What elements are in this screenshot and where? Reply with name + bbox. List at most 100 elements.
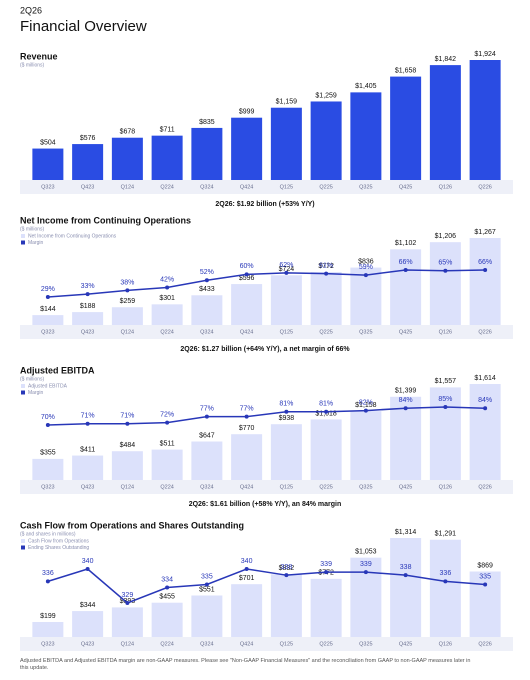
chart-subtitle: ($ and shares in millions): [20, 531, 76, 537]
bar: [390, 76, 422, 180]
line-value-label: 38%: [120, 279, 134, 286]
legend-swatch: [21, 234, 25, 238]
line-point: [165, 420, 170, 425]
bar: [191, 127, 223, 180]
line-value-label: 84%: [478, 397, 492, 404]
line-point: [45, 423, 50, 427]
x-tick-label: Q125: [280, 641, 293, 647]
line-point: [165, 585, 170, 590]
line-value-label: 336: [42, 570, 54, 577]
x-tick-label: Q423: [81, 329, 94, 335]
legend-label: Margin: [28, 390, 44, 396]
x-tick-label: Q323: [41, 329, 54, 335]
chart-subtitle: ($ millions): [20, 62, 45, 68]
line-value-label: 84%: [399, 397, 413, 404]
x-tick-label: Q424: [240, 329, 253, 335]
line-value-label: 338: [400, 564, 412, 571]
line-value-label: 71%: [120, 413, 134, 420]
chart-note: 2Q26: $1.61 billion (+58% Y/Y), an 84% m…: [189, 501, 342, 508]
bar-value-label: $144: [40, 306, 56, 313]
line-value-label: 71%: [81, 413, 95, 420]
bar: [32, 458, 64, 480]
legend-label: Margin: [28, 240, 44, 246]
x-tick-label: Q425: [399, 184, 412, 190]
bar-value-label: $1,102: [395, 240, 417, 247]
line-value-label: 77%: [200, 405, 214, 412]
bar-value-label: $678: [120, 129, 136, 136]
bar: [270, 574, 302, 637]
legend-swatch: [21, 545, 25, 550]
bar: [32, 148, 64, 180]
bar: [270, 107, 302, 180]
line-value-label: 340: [82, 558, 94, 565]
line-point: [85, 421, 90, 426]
bar: [111, 451, 143, 480]
bar: [72, 611, 104, 637]
bar: [191, 595, 223, 637]
bar-value-label: $724: [279, 266, 295, 273]
line-point: [363, 408, 368, 413]
line: [47, 269, 486, 298]
bar: [151, 304, 183, 325]
x-tick-label: Q124: [121, 641, 134, 647]
bar-value-label: $199: [40, 613, 56, 620]
line-value-label: 60%: [240, 263, 254, 270]
x-tick-label: Q323: [41, 641, 54, 647]
line-point: [125, 601, 130, 605]
bar: [72, 455, 104, 480]
bar: [270, 424, 302, 480]
line-point: [284, 270, 289, 275]
line-value-label: 81%: [279, 401, 293, 408]
x-tick-label: Q325: [359, 484, 372, 490]
bar-value-label: $301: [159, 295, 175, 302]
axis-band: [20, 325, 513, 339]
bar: [32, 622, 64, 637]
bar-value-label: $938: [279, 415, 295, 422]
bar: [429, 539, 461, 637]
line-point: [165, 285, 170, 290]
line-point: [403, 573, 408, 578]
x-tick-label: Q225: [319, 184, 332, 190]
line-value-label: 340: [241, 558, 253, 565]
bar: [151, 602, 183, 637]
line-point: [443, 579, 448, 584]
bar-value-label: $1,267: [474, 229, 496, 236]
line: [47, 406, 486, 426]
bar: [469, 384, 501, 480]
bar: [390, 249, 422, 325]
line-point: [363, 570, 368, 575]
line-value-label: 336: [440, 570, 452, 577]
bar: [231, 284, 263, 325]
line-value-label: 338: [281, 564, 293, 571]
line-value-label: 59%: [359, 264, 373, 271]
axis-band: [20, 637, 513, 651]
line-value-label: 339: [360, 561, 372, 568]
line-point: [483, 406, 488, 411]
bar-value-label: $511: [160, 440, 175, 447]
line-point: [125, 421, 130, 426]
x-tick-label: Q323: [41, 184, 54, 190]
chart-subtitle: ($ millions): [20, 226, 45, 232]
line-value-label: 334: [161, 576, 173, 583]
line-value-label: 81%: [319, 401, 333, 408]
axis-band: [20, 480, 513, 494]
bar-value-label: $188: [80, 303, 96, 310]
legend-swatch: [21, 539, 25, 543]
line-point: [443, 268, 448, 273]
bar-value-label: $836: [358, 258, 374, 265]
line-point: [363, 273, 368, 278]
bar: [310, 271, 342, 325]
line-point: [125, 288, 130, 293]
chart-title: Net Income from Continuing Operations: [20, 215, 191, 225]
x-tick-label: Q124: [121, 329, 134, 335]
chart-subtitle: ($ millions): [20, 376, 45, 382]
bar-value-label: $344: [80, 602, 96, 609]
bar-value-label: $1,405: [355, 83, 377, 90]
bar: [270, 275, 302, 325]
line-value-label: 62%: [279, 262, 293, 269]
line-value-label: 61%: [319, 262, 333, 269]
bar: [231, 584, 263, 637]
x-tick-label: Q226: [478, 329, 491, 335]
bar: [429, 387, 461, 480]
